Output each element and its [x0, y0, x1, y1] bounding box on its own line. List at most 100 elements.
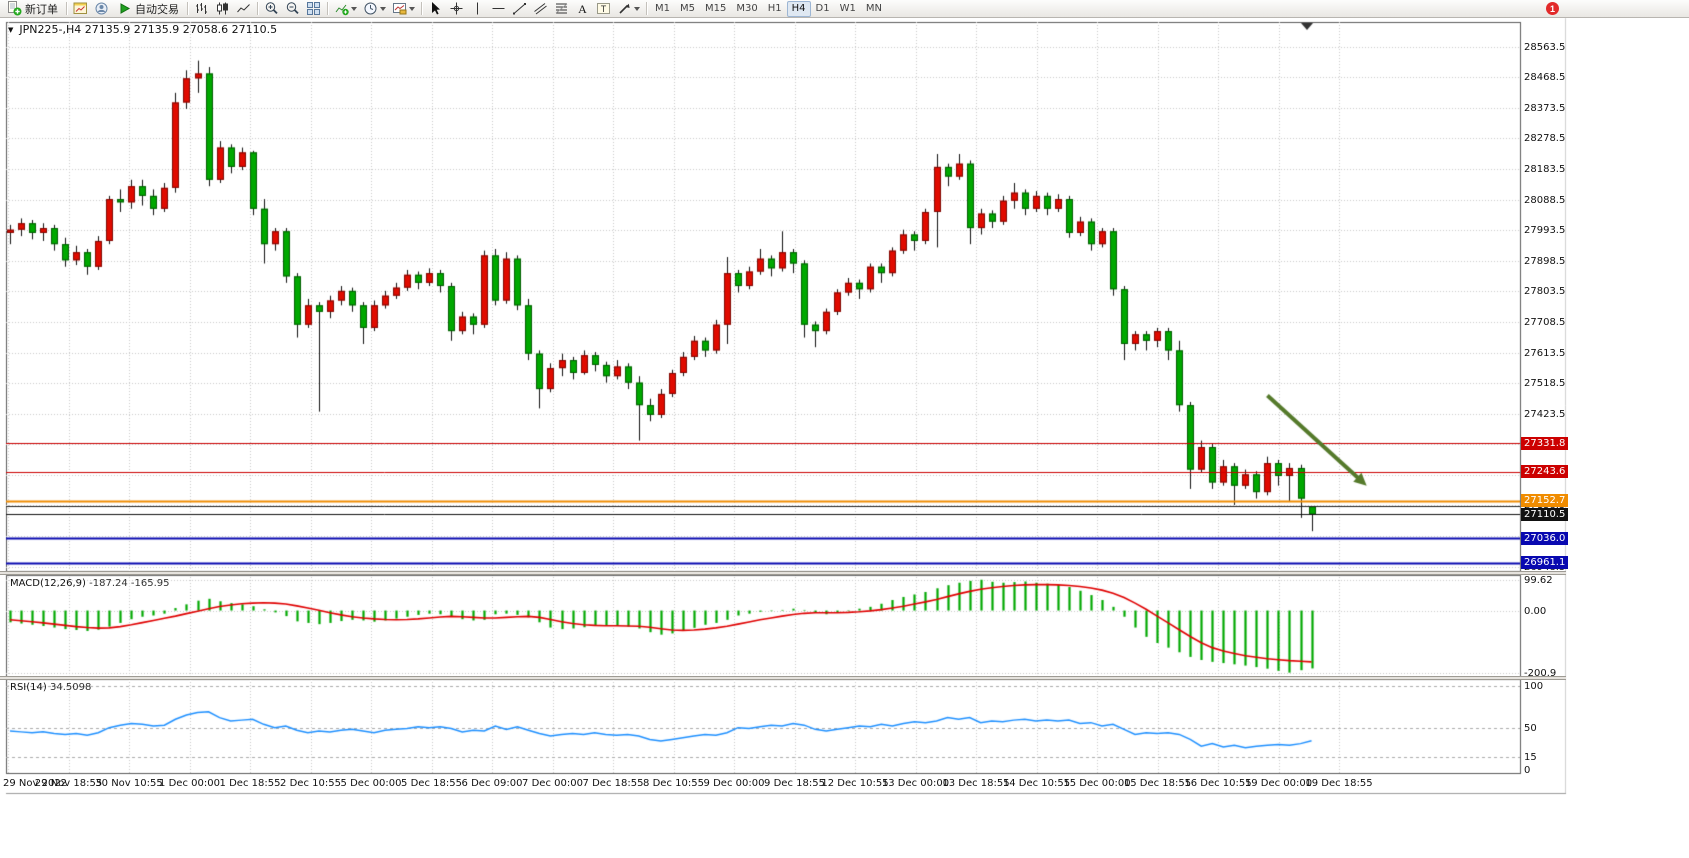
text-label-icon: T: [597, 3, 610, 14]
pane-splitter-rsi[interactable]: [0, 676, 1566, 680]
time-axis-label[interactable]: 19 Dec 00:00: [1244, 778, 1313, 789]
text-label-button[interactable]: T: [593, 1, 614, 17]
time-axis-label[interactable]: 7 Dec 00:00: [522, 778, 583, 789]
price-axis-label: 27423.5: [1524, 408, 1566, 420]
zoom-out-icon: [286, 2, 299, 15]
vertical-line-button[interactable]: [467, 1, 488, 17]
time-axis-label[interactable]: 6 Dec 09:00: [461, 778, 523, 789]
time-axis-label[interactable]: 8 Dec 10:55: [643, 778, 704, 789]
tile-windows-button[interactable]: [303, 1, 324, 17]
time-axis-label[interactable]: 13 Dec 00:00: [881, 778, 950, 789]
macd-name: MACD(12,26,9): [10, 578, 86, 589]
timeframe-w1-button[interactable]: W1: [839, 3, 856, 14]
timeframe-m15-button[interactable]: M15: [705, 3, 727, 14]
price-line-badge: 26961.1: [1521, 556, 1569, 570]
price-axis-label: 28183.5: [1524, 163, 1566, 175]
indicators-button[interactable]: [331, 1, 360, 17]
play-icon: [120, 3, 131, 14]
timeframe-m1-button[interactable]: M1: [655, 3, 670, 14]
profiles-button[interactable]: [91, 1, 112, 17]
vertical-line-icon: [477, 2, 478, 15]
zoom-in-icon: [265, 2, 278, 15]
rsi-value: 34.5098: [49, 682, 92, 693]
bar-chart-type-button[interactable]: [191, 1, 212, 17]
bar-chart-type-icon: [196, 3, 207, 14]
toolbar-separator: [327, 2, 328, 15]
chart-title-text: JPN225-,H4 27135.9 27135.9 27058.6 27110…: [19, 23, 278, 36]
rsi-name: RSI(14): [10, 682, 47, 693]
toolbar-separator: [66, 2, 67, 15]
indicators-icon: [335, 4, 349, 16]
macd-values: -187.24 -165.95: [89, 578, 170, 589]
time-axis-label[interactable]: 30 Nov 10:55: [95, 778, 163, 789]
time-axis-label[interactable]: 14 Dec 10:55: [1002, 778, 1071, 789]
periods-button[interactable]: [360, 1, 389, 17]
time-axis-label[interactable]: 15 Dec 00:00: [1063, 778, 1131, 789]
toolbar-separator: [421, 2, 422, 15]
cursor-button[interactable]: [425, 1, 446, 17]
time-axis-label[interactable]: 13 Dec 18:55: [942, 778, 1010, 789]
dropdown-caret-icon: [380, 7, 386, 14]
equidistant-channel-button[interactable]: [530, 1, 551, 17]
zoom-out-button[interactable]: [282, 1, 303, 17]
time-axis-label[interactable]: 2 Dec 10:55: [280, 778, 341, 789]
time-axis-label[interactable]: 7 Dec 18:55: [582, 778, 644, 789]
templates-button[interactable]: [389, 1, 418, 17]
price-axis-label: 28278.5: [1524, 133, 1566, 145]
time-axis-label[interactable]: 19 Dec 18:55: [1305, 778, 1373, 789]
macd-scale-label: 0.00: [1524, 605, 1547, 617]
time-axis-label[interactable]: 29 Nov 18:55: [34, 778, 103, 789]
alert-badge[interactable]: 1: [1546, 2, 1559, 15]
time-axis-label[interactable]: 5 Dec 00:00: [340, 778, 402, 789]
timeframe-m30-button[interactable]: M30: [736, 3, 758, 14]
time-axis-label[interactable]: 1 Dec 18:55: [219, 778, 281, 789]
timeframe-h4-button[interactable]: H4: [786, 0, 811, 17]
timeframe-m5-button[interactable]: M5: [680, 3, 695, 14]
crosshair-button[interactable]: [446, 1, 467, 17]
fibonacci-button[interactable]: [551, 1, 572, 17]
trendline-button[interactable]: [509, 1, 530, 17]
arrows-button[interactable]: [614, 1, 643, 17]
new-order-button[interactable]: 新订单: [2, 1, 63, 17]
time-axis-label[interactable]: 9 Dec 00:00: [703, 778, 765, 789]
new-order-icon: [8, 1, 22, 16]
timeframe-d1-button[interactable]: D1: [815, 3, 830, 14]
macd-scale-label: 99.62: [1524, 574, 1553, 586]
chart-window-button[interactable]: [70, 1, 91, 17]
templates-icon: [393, 3, 407, 15]
timeframe-h1-button[interactable]: H1: [767, 3, 782, 14]
time-axis-label[interactable]: 29 Nov 2022: [3, 778, 68, 789]
price-line-badge: 27243.6: [1521, 465, 1569, 479]
pane-splitter-macd[interactable]: [0, 571, 1566, 575]
price-axis-label: 27803.5: [1524, 286, 1566, 298]
line-chart-type-icon: [237, 4, 250, 13]
time-axis-label[interactable]: 5 Dec 18:55: [401, 778, 462, 789]
candlestick-chart-type-icon: [217, 2, 228, 15]
text-button[interactable]: A: [572, 1, 593, 17]
time-axis-label[interactable]: 1 Dec 00:00: [159, 778, 220, 789]
new-order-label: 新订单: [25, 3, 58, 16]
dropdown-caret-icon: [351, 7, 357, 14]
candlestick-chart-type-button[interactable]: [212, 1, 233, 17]
crosshair-icon: [450, 2, 463, 15]
symbol-marker-icon: ▼: [8, 25, 14, 34]
line-chart-type-button[interactable]: [233, 1, 254, 17]
rsi-scale-label: 50: [1524, 722, 1537, 734]
profiles-icon: [95, 2, 108, 15]
fibonacci-icon: [555, 3, 568, 14]
zoom-in-button[interactable]: [261, 1, 282, 17]
svg-text:A: A: [578, 2, 587, 16]
time-axis-label[interactable]: 12 Dec 10:55: [821, 778, 889, 789]
price-line-badge: 27331.8: [1521, 436, 1569, 450]
time-axis-label[interactable]: 9 Dec 18:55: [764, 778, 825, 789]
clock-icon: [364, 2, 377, 15]
timeframe-mn-button[interactable]: MN: [865, 3, 882, 14]
toolbar: 新订单 自动交易 A T M1 M5 M15 M30 H1 H4 D1 W1 MN 1: [0, 0, 1689, 18]
auto-trading-button[interactable]: 自动交易: [112, 1, 184, 17]
price-axis-label: 28373.5: [1524, 102, 1566, 114]
time-axis-label[interactable]: 15 Dec 18:55: [1123, 778, 1192, 789]
horizontal-line-button[interactable]: [488, 1, 509, 17]
time-axis-label[interactable]: 16 Dec 10:55: [1184, 778, 1252, 789]
